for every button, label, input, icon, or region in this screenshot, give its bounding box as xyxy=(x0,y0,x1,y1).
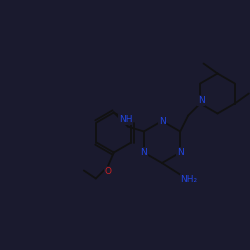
Text: O: O xyxy=(104,167,111,176)
Text: N: N xyxy=(198,96,204,105)
Text: NH: NH xyxy=(119,115,132,124)
Text: N: N xyxy=(140,148,147,157)
Text: NH₂: NH₂ xyxy=(180,174,198,184)
Text: N: N xyxy=(177,148,184,157)
Text: N: N xyxy=(159,116,166,126)
